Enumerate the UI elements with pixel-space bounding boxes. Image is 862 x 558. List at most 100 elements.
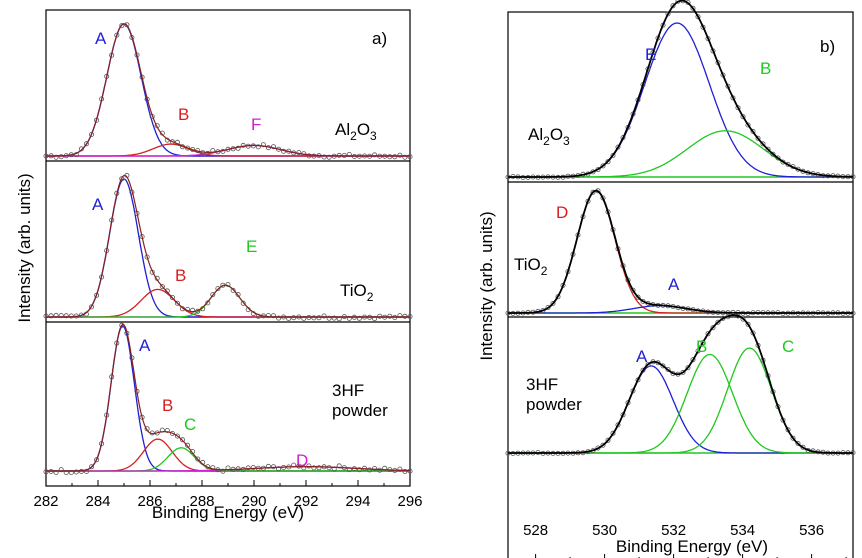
panel-a-row1-data-point xyxy=(43,313,49,319)
panel-b-row1-label-A: A xyxy=(668,275,680,294)
panel-b-row0-data-point xyxy=(670,3,676,9)
panel-a-row1-data-point xyxy=(119,176,125,182)
panel-a-row2-data-point xyxy=(174,433,180,439)
panel-a-row2-data-point xyxy=(356,467,362,473)
panel-a-row0-data-point xyxy=(119,23,125,29)
panel-a-row0-label-A: A xyxy=(95,29,107,48)
panel-a-row1-data-point xyxy=(402,313,408,319)
panel-a-row1-data-point xyxy=(68,313,74,319)
panel-a-row0-data-point xyxy=(407,154,413,160)
panel-b-row2-data-point xyxy=(795,440,801,446)
panel-a-row2-data-point xyxy=(73,469,79,475)
panel-b-ylabel: Intensity (arb. units) xyxy=(477,211,496,360)
panel-a-x-tick-label: 290 xyxy=(241,493,266,510)
panel-a-row2-data-point xyxy=(195,456,201,462)
panel-b-row0-data-point xyxy=(615,144,621,150)
panel-b-row2-data-point xyxy=(685,365,691,371)
panel-a-row0-data-point xyxy=(392,154,398,160)
panel-a-row0-fit-envelope xyxy=(46,23,410,157)
panel-a-row0-data-point xyxy=(326,154,332,160)
panel-a-row1-data-point xyxy=(326,315,332,321)
panel-a-row2-data-point xyxy=(372,465,378,471)
panel-a-row1-label-E: E xyxy=(246,237,257,256)
panel-a-row2-data-point xyxy=(270,464,276,470)
panel-a-row2-data-point xyxy=(43,469,49,475)
panel-b-row0-data-point xyxy=(600,163,606,169)
panel-a-row1-data-point xyxy=(58,313,64,319)
panel-a-x-tick-label: 292 xyxy=(293,493,318,510)
panel-a-row2-sample-label: 3HF powder xyxy=(332,381,388,420)
panel-a-x-tick-label: 282 xyxy=(33,493,58,510)
panel-a-row1-data-point xyxy=(215,286,221,292)
panel-b-row0-fit-envelope xyxy=(508,0,853,178)
panel-b-row0-data-point xyxy=(775,155,781,161)
panel-a-row0-data-point xyxy=(260,142,266,148)
panel-a-row0-data-point xyxy=(89,131,95,137)
panel-a-row2-data-point xyxy=(402,468,408,474)
panel-b-row2-label-C: C xyxy=(782,337,794,356)
panel-a-row0-data-point xyxy=(58,154,64,160)
panel-b-row1-data-point xyxy=(630,287,636,293)
panel-a-row1-data-point xyxy=(377,313,383,319)
panel-a-row1-data-point xyxy=(230,287,236,293)
panel-a-row2-data-point xyxy=(94,457,100,463)
panel-a-xlabel: Binding Energy (eV) xyxy=(152,503,304,522)
panel-a-row1-fit-envelope xyxy=(46,174,410,318)
panel-a-row0-data-point xyxy=(169,139,175,145)
panel-b-x-tick-label: 534 xyxy=(730,522,755,539)
panel-a-row2-data-point xyxy=(245,465,251,471)
panel-a-row2-data-point xyxy=(58,467,64,473)
panel-a-row1-data-point xyxy=(63,313,69,319)
panel-b-row0-label-B: B xyxy=(760,59,771,78)
panel-a-row0-data-point xyxy=(372,152,378,158)
panel-a-row1-data-point xyxy=(356,315,362,321)
panel-b-row2-data-point xyxy=(645,362,651,368)
panel-b-row0-data-point xyxy=(750,128,756,134)
panel-a-row2-data-point xyxy=(397,466,403,472)
panel-a-row1-data-point xyxy=(311,315,317,321)
panel-b-row2-data-point xyxy=(660,363,666,369)
panel-a-row0-data-point xyxy=(205,150,211,156)
panel-a-row1-data-point xyxy=(48,313,54,319)
panel-a-row0-data-point xyxy=(270,144,276,150)
panel-b-x-tick-label: 530 xyxy=(592,522,617,539)
panel-a-row0-data-point xyxy=(321,154,327,160)
panel-a-x-tick-label: 294 xyxy=(345,493,370,510)
panel-a-row2-data-point xyxy=(367,467,373,473)
panel-a-row1-data-point xyxy=(276,315,282,321)
panel-a-row0-data-point xyxy=(53,154,59,160)
panel-a-row1-label-B: B xyxy=(175,266,186,285)
panel-b-row1-sample-label: TiO2 xyxy=(514,255,548,278)
panel-a-row0-data-point xyxy=(83,141,89,147)
panel-b-row2-data-point xyxy=(640,367,646,373)
panel-b-row1-fit-envelope xyxy=(508,189,853,314)
panel-a-row0-data-point xyxy=(235,145,241,151)
panel-b-row2-data-point xyxy=(605,437,611,443)
panel-b-row2-data-point xyxy=(665,366,671,372)
panel-b-row2-data-point xyxy=(680,369,686,375)
panel-b-row0-data-point xyxy=(765,146,771,152)
panel-a-row0-data-point xyxy=(311,153,317,159)
panel-a-row2-data-point xyxy=(311,465,317,471)
panel-b-row0-data-point xyxy=(695,14,701,20)
panel-b-row2-data-point xyxy=(700,339,706,345)
panel-a-row1-sample-label: TiO2 xyxy=(340,281,374,304)
panel-b-row2-data-point xyxy=(600,442,606,448)
panel-b-curves xyxy=(505,0,856,456)
panel-b-x-tick-label: 528 xyxy=(523,522,548,539)
panel-a-row2-data-point xyxy=(185,442,191,448)
panel-a-row1-data-point xyxy=(301,315,307,321)
panel-a-row1-data-point xyxy=(78,312,84,318)
panel-b-tag: b) xyxy=(820,37,835,56)
panel-a-row0-label-F: F xyxy=(251,115,261,134)
panel-a-row1-data-point xyxy=(225,281,231,287)
panel-a-row1-data-point xyxy=(265,313,271,319)
panel-b-row0-data-point xyxy=(610,152,616,158)
panel-b-row2-data-point xyxy=(800,444,806,450)
panel-b-row2-data-point xyxy=(715,319,721,325)
panel-b-x-tick-label: 532 xyxy=(661,522,686,539)
panel-a-row2-data-point xyxy=(306,463,312,469)
panel-a-row1-data-point xyxy=(321,313,327,319)
panel-b-row2-fit-envelope xyxy=(508,314,853,454)
